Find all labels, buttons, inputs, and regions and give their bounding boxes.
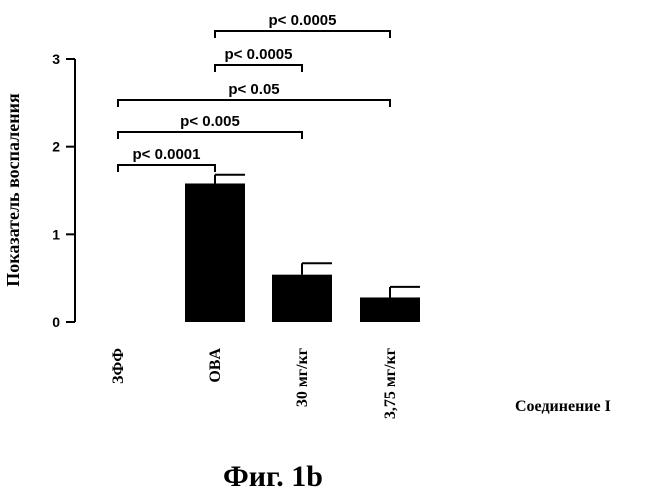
bar bbox=[185, 183, 245, 322]
significance-brackets: p< 0.0001 p< 0.005 p< 0.05 p< 0.0005 p< 0.00… bbox=[118, 12, 390, 172]
p-value-label: p< 0.0005 bbox=[225, 46, 293, 63]
significance-bracket bbox=[215, 65, 302, 72]
p-value-label: p< 0.05 bbox=[228, 81, 279, 98]
bar bbox=[360, 297, 420, 322]
category-label: 30 мг/кг bbox=[294, 348, 311, 407]
category-label: ЗФФ bbox=[110, 348, 127, 384]
bar bbox=[272, 275, 332, 322]
figure-caption: Фиг. 1b bbox=[223, 460, 323, 493]
significance-bracket bbox=[215, 31, 390, 38]
significance-bracket bbox=[118, 132, 302, 139]
y-tick-label: 0 bbox=[52, 314, 60, 330]
category-labels: ЗФФ OBA 30 мг/кг 3,75 мг/кг bbox=[110, 348, 399, 420]
category-label: 3,75 мг/кг bbox=[382, 348, 399, 419]
y-axis-ticks: 0 1 2 3 bbox=[52, 51, 75, 330]
y-axis-label: Показатель воспаления bbox=[3, 93, 23, 287]
category-label: OBA bbox=[207, 348, 224, 383]
p-value-label: p< 0.005 bbox=[180, 113, 240, 130]
significance-bracket bbox=[118, 165, 215, 172]
significance-bracket bbox=[118, 100, 390, 107]
p-value-label: p< 0.0005 bbox=[269, 12, 337, 29]
y-tick-label: 3 bbox=[52, 51, 60, 67]
p-value-label: p< 0.0001 bbox=[133, 146, 201, 163]
x-axis-group-label: Соединение I bbox=[515, 398, 611, 415]
bars bbox=[185, 183, 420, 322]
y-tick-label: 2 bbox=[52, 139, 60, 155]
y-tick-label: 1 bbox=[52, 226, 60, 242]
